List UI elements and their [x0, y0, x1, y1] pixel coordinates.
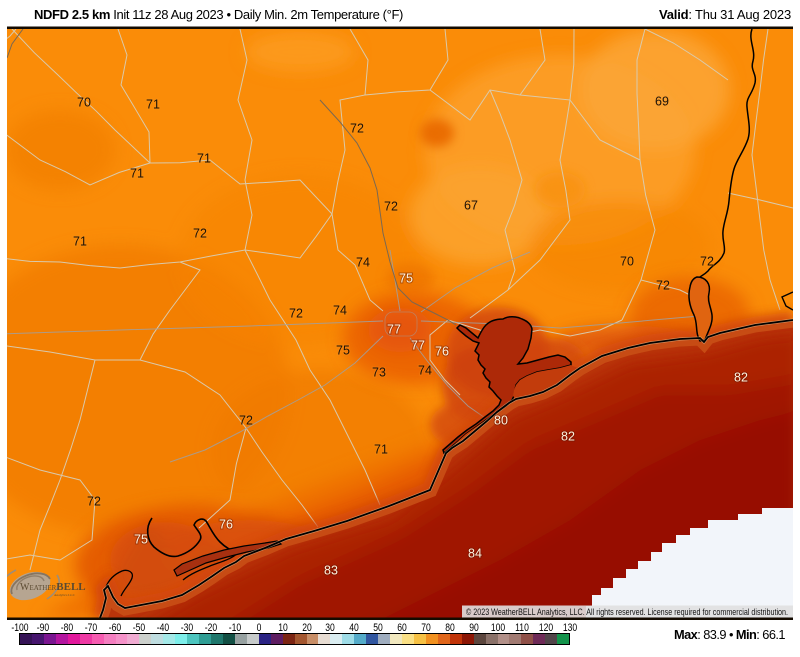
svg-text:71: 71 [197, 152, 211, 166]
svg-text:74: 74 [418, 364, 432, 378]
svg-text:71: 71 [374, 443, 388, 457]
svg-text:71: 71 [130, 167, 144, 181]
svg-text:75: 75 [134, 533, 148, 547]
svg-text:82: 82 [561, 430, 575, 444]
svg-text:76: 76 [219, 518, 233, 532]
svg-text:75: 75 [336, 344, 350, 358]
svg-text:76: 76 [435, 345, 449, 359]
svg-text:71: 71 [73, 235, 87, 249]
svg-text:72: 72 [193, 227, 207, 241]
svg-text:72: 72 [289, 307, 303, 321]
svg-text:72: 72 [656, 279, 670, 293]
svg-text:72: 72 [384, 200, 398, 214]
svg-text:73: 73 [372, 366, 386, 380]
svg-text:72: 72 [350, 122, 364, 136]
svg-text:77: 77 [411, 339, 425, 353]
svg-text:70: 70 [620, 255, 634, 269]
svg-text:77: 77 [387, 323, 401, 337]
svg-text:74: 74 [356, 256, 370, 270]
svg-text:Analytics LLC: Analytics LLC [54, 593, 76, 597]
svg-text:WEATHERBELL: WEATHERBELL [20, 581, 86, 593]
svg-text:84: 84 [468, 547, 482, 561]
svg-text:72: 72 [700, 255, 714, 269]
svg-text:72: 72 [87, 495, 101, 509]
svg-text:69: 69 [655, 95, 669, 109]
svg-text:71: 71 [146, 98, 160, 112]
svg-text:74: 74 [333, 304, 347, 318]
svg-text:83: 83 [324, 564, 338, 578]
svg-text:75: 75 [399, 272, 413, 286]
svg-text:80: 80 [494, 414, 508, 428]
svg-text:72: 72 [239, 414, 253, 428]
svg-text:70: 70 [77, 96, 91, 110]
svg-text:67: 67 [464, 199, 478, 213]
svg-text:© 2023 WeatherBELL Analytics,: © 2023 WeatherBELL Analytics, LLC. All r… [466, 607, 788, 617]
svg-text:82: 82 [734, 371, 748, 385]
